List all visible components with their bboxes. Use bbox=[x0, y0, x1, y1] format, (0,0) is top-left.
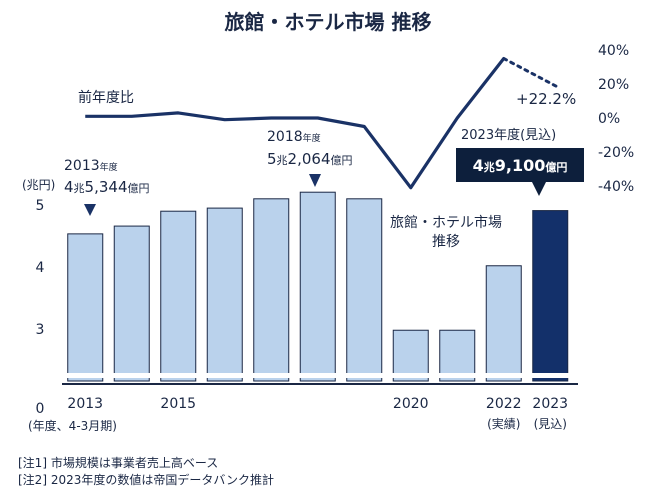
bar-2021 bbox=[439, 329, 476, 382]
annotation-2023-pointer bbox=[532, 182, 546, 196]
bar-2020 bbox=[392, 329, 429, 382]
note-1: [注1] 市場規模は事業者売上高ベース bbox=[18, 456, 219, 470]
line-series-solid bbox=[85, 57, 506, 190]
annotation-2013-value: 4兆5,344億円 bbox=[64, 178, 150, 196]
right-tick-label--20: -20% bbox=[598, 145, 634, 161]
right-tick-label-20: 20% bbox=[598, 77, 629, 93]
right-tick-label-0: 0% bbox=[598, 111, 620, 127]
bar-2018 bbox=[299, 191, 336, 382]
x-tick-sublabel-2022: (実績) bbox=[487, 416, 520, 431]
annotation-2018-value: 5兆2,064億円 bbox=[267, 150, 353, 168]
line-series-label: 前年度比 bbox=[78, 89, 134, 106]
annotation-2013-year: 2013年度 bbox=[64, 158, 118, 174]
bar-2022 bbox=[485, 265, 522, 382]
bar-series-label: 旅館・ホテル市場 bbox=[390, 214, 502, 231]
x-tick-label-2015: 2015 bbox=[160, 396, 196, 412]
y-tick-label-3: 3 bbox=[36, 322, 45, 338]
y-tick-label-5: 5 bbox=[36, 198, 45, 214]
line-end-value-label: +22.2% bbox=[516, 90, 576, 108]
bar-2015 bbox=[160, 210, 197, 382]
bar-2013 bbox=[67, 233, 104, 382]
y-tick-label-0: 0 bbox=[36, 401, 45, 417]
y-tick-label-4: 4 bbox=[36, 260, 45, 276]
bar-2014 bbox=[113, 225, 150, 382]
annotation-2018-year: 2018年度 bbox=[267, 129, 321, 145]
line-series-projection bbox=[502, 57, 558, 88]
right-tick-label--40: -40% bbox=[598, 179, 634, 195]
y-axis-unit: (兆円) bbox=[22, 178, 55, 192]
bar-2023 bbox=[532, 210, 569, 382]
bar-series-label-2: 推移 bbox=[432, 234, 460, 250]
annotation-2023-box bbox=[456, 148, 584, 182]
annotation-2013-arrow bbox=[84, 204, 96, 216]
note-2: [注2] 2023年度の数値は帝国データバンク推計 bbox=[18, 473, 274, 487]
axis-break-band bbox=[60, 373, 580, 378]
annotation-2018-arrow bbox=[309, 174, 321, 187]
x-tick-label-2013: 2013 bbox=[67, 396, 103, 412]
bar-2016 bbox=[206, 207, 243, 382]
x-tick-label-2023: 2023 bbox=[532, 396, 568, 412]
right-tick-label-40: 40% bbox=[598, 43, 629, 59]
bar-2019 bbox=[346, 198, 383, 382]
x-tick-sublabel-2023: (見込) bbox=[534, 417, 567, 431]
chart-title: 旅館・ホテル市場 推移 bbox=[224, 10, 432, 34]
x-tick-label-2020: 2020 bbox=[393, 396, 429, 412]
x-tick-label-2022: 2022 bbox=[486, 396, 522, 412]
x-axis-note: (年度、4-3月期) bbox=[28, 418, 117, 433]
annotation-2023-value: 4兆9,100億円 bbox=[473, 156, 568, 175]
annotation-2023-year: 2023年度(見込) bbox=[461, 127, 556, 143]
bar-2017 bbox=[253, 198, 290, 382]
